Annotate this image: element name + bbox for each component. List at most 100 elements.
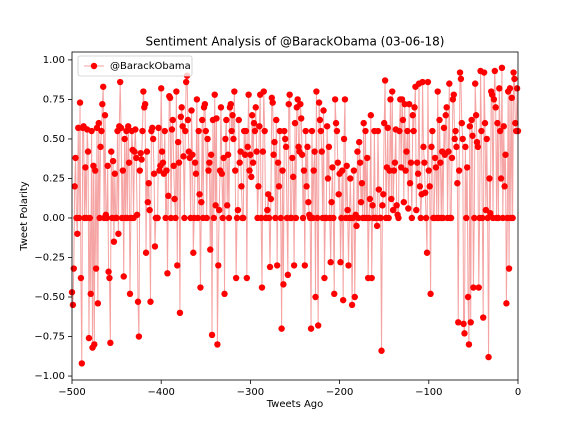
point — [334, 159, 342, 166]
legend-label: @BarackObama — [110, 61, 191, 72]
point — [464, 293, 472, 301]
point — [393, 202, 400, 209]
point — [230, 135, 237, 143]
point — [256, 123, 263, 130]
point — [113, 214, 120, 222]
point — [432, 164, 440, 171]
point — [172, 214, 179, 222]
point — [491, 67, 499, 75]
axes-frame — [71, 51, 519, 381]
point — [328, 198, 335, 206]
point — [478, 127, 485, 135]
point — [411, 104, 418, 111]
point — [261, 127, 268, 135]
point — [217, 104, 225, 111]
point — [258, 284, 266, 291]
point — [125, 159, 133, 166]
point — [312, 293, 319, 301]
point — [150, 170, 158, 177]
point — [389, 88, 396, 95]
point — [101, 112, 109, 119]
point — [264, 206, 271, 214]
point — [292, 214, 300, 222]
point — [247, 151, 254, 158]
point — [198, 198, 205, 206]
point — [188, 107, 195, 114]
point — [206, 159, 213, 166]
point — [227, 100, 234, 108]
point — [494, 119, 501, 127]
point — [339, 296, 347, 304]
point — [276, 127, 284, 135]
point — [303, 183, 310, 190]
point — [408, 214, 416, 222]
point — [314, 214, 321, 222]
point — [174, 138, 182, 146]
point — [496, 85, 503, 92]
point — [104, 162, 111, 170]
point — [381, 119, 388, 127]
point — [428, 143, 435, 151]
point — [318, 148, 325, 155]
point — [170, 162, 177, 170]
point — [333, 127, 341, 135]
point — [154, 214, 161, 222]
point — [191, 159, 199, 166]
point — [271, 138, 278, 146]
point — [215, 206, 223, 214]
point — [510, 69, 517, 76]
point — [69, 301, 77, 309]
x-axis-label: Tweets Ago — [266, 399, 324, 410]
point — [72, 154, 79, 162]
point — [232, 274, 240, 282]
point — [499, 214, 507, 222]
point — [461, 330, 468, 337]
point — [475, 284, 482, 291]
point — [381, 77, 389, 84]
point — [316, 116, 324, 124]
point — [437, 159, 444, 166]
point — [512, 119, 519, 127]
point — [353, 222, 360, 230]
point — [280, 281, 287, 288]
point — [174, 262, 181, 269]
point — [177, 113, 185, 121]
point — [268, 94, 276, 102]
point — [299, 214, 307, 222]
point — [471, 80, 479, 87]
point — [320, 107, 327, 114]
point — [358, 180, 366, 187]
point — [455, 167, 463, 174]
point — [199, 116, 206, 124]
point — [213, 115, 220, 122]
point — [356, 138, 363, 146]
x-tick-label: −500 — [58, 387, 85, 398]
point — [99, 100, 106, 108]
point — [407, 159, 415, 166]
point — [302, 127, 309, 135]
y-tick-label: 0.50 — [43, 134, 65, 145]
y-tick-label: 0.25 — [43, 173, 65, 184]
point — [76, 99, 84, 106]
point — [253, 148, 260, 155]
point — [273, 262, 281, 269]
point — [404, 127, 411, 135]
point — [144, 198, 152, 206]
chart-title: Sentiment Analysis of @BarackObama (03-0… — [145, 35, 444, 49]
point — [195, 127, 202, 135]
point — [374, 127, 382, 135]
point — [181, 214, 188, 222]
point — [178, 104, 185, 111]
point — [487, 210, 494, 217]
point — [77, 274, 85, 282]
point — [184, 116, 192, 124]
point — [246, 167, 253, 174]
point — [257, 214, 265, 222]
point — [164, 270, 171, 277]
point — [165, 192, 172, 200]
point — [387, 96, 394, 103]
point — [485, 353, 492, 361]
point — [385, 214, 392, 222]
point — [269, 99, 276, 106]
